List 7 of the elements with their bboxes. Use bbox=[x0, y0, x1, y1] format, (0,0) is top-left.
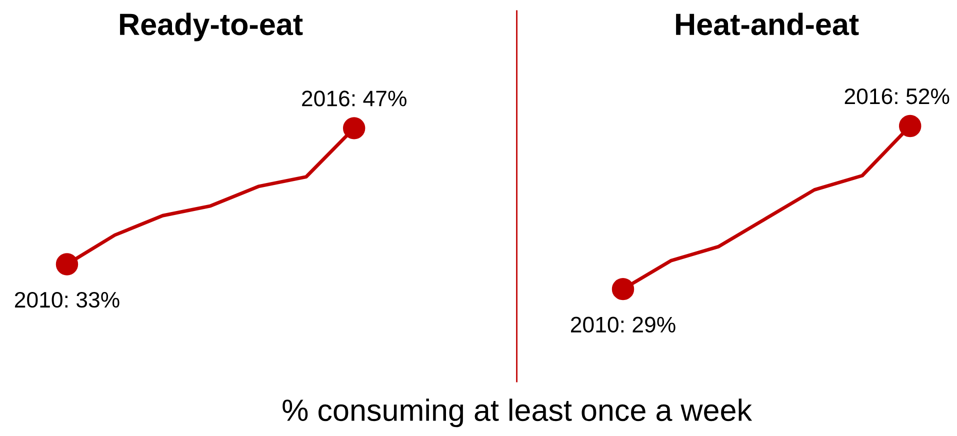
chart-title: Heat-and-eat bbox=[676, 12, 859, 36]
text: % consuming at least once a week bbox=[282, 398, 752, 428]
data-label: 2010: 29% bbox=[571, 316, 676, 333]
data-label: 2016: 52% bbox=[844, 88, 950, 104]
chart-title: Ready-to-eat bbox=[120, 12, 303, 42]
data-label: 2010: 33% bbox=[14, 292, 120, 308]
data-label: 2016: 47% bbox=[302, 90, 406, 106]
